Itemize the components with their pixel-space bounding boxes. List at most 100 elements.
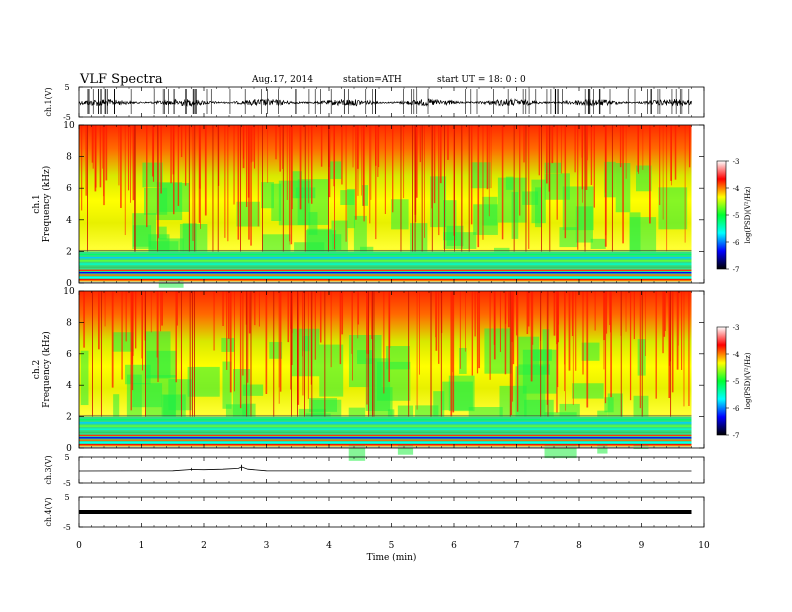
time-tick-label-8: 8 [576,541,582,551]
ch1-spec-ytick-label: 0 [66,279,72,289]
ch2-spec-emission-patch [518,364,550,375]
ch1-colorbar-tick-label: -5 [733,212,740,220]
ch3-ylabel: ch.3(V) [44,455,53,484]
ch1-spec-emission-patch [590,238,606,249]
ch1-ytick-label-top: 5 [64,83,69,92]
ch2-spec-ytick-label: 10 [63,287,75,297]
station-label: station=ATH [343,75,402,85]
ch3-waveform-panel: 5 -5 ch.3(V) [44,453,705,488]
ch1-spec-emission-patch [544,162,562,173]
ch2-spec-emission-patch [385,346,410,370]
start-time-label: start UT = 18: 0 : 0 [437,75,526,85]
ch2-spec-emission-patch [348,335,382,388]
ch2-spec-bottom-strip [79,446,692,448]
ch2-spec-emission-patch [113,394,120,429]
ch1-spec-ylabel-channel: ch.1 [32,194,42,213]
time-axis-label: Time (min) [367,552,417,563]
ch1-spec-emission-patch [347,188,356,229]
ch2-spec-ytick-label: 0 [66,444,72,454]
ch2-spec-emission-patch [242,384,264,396]
ch1-spec-emission-patch [157,226,167,240]
ch4-waveform-panel: 5 -5 ch.4(V) [44,493,705,532]
ch1-spec-emission-patch [261,182,274,209]
time-tick-label-0: 0 [76,541,82,551]
ch2-spec-emission-patch [442,381,473,411]
ch2-spec-ytick-label: 2 [66,413,72,423]
ch2-spectrogram-panel: 0 2 4 6 8 10 ch.2 Frequency (kHz) [32,287,705,461]
ch1-spec-ytick-label: 8 [66,153,72,163]
ch2-colorbar-tick-label: -3 [733,324,740,332]
ch1-spec-emission-patch [473,204,498,235]
ch2-spec-ytick-label: 4 [66,381,72,391]
time-axis: 0 1 2 3 4 5 6 7 8 9 10 Time (min) [76,541,710,563]
ch1-spec-emission-patch [658,187,688,230]
ch2-spec-emission-patch [112,332,134,352]
ch2-spec-emission-patch [459,347,467,374]
time-tick-label-7: 7 [514,541,520,551]
ch1-spec-ylabel-frequency: Frequency (kHz) [41,166,52,243]
ch1-spec-emission-patch [446,225,464,246]
ch2-colorbar: -3 -4 -5 -6 -7 log(PSD)(V²/Hz) [716,324,752,440]
ch2-spec-ytick-label: 8 [66,318,72,328]
ch4-ytick-label-top: 5 [64,493,69,502]
ch1-spec-bottom-strip [79,281,692,283]
time-tick-label-2: 2 [201,541,207,551]
ch1-spec-emission-patch [635,165,652,192]
ch2-colorbar-tick-label: -4 [733,351,740,359]
ch1-spec-emission-patch [292,171,302,199]
time-tick-label-4: 4 [326,541,332,551]
ch1-colorbar-tick-label: -3 [733,158,740,166]
ch1-colorbar-tick-label: -6 [733,239,740,247]
ch3-ytick-label-bottom: -5 [63,479,71,488]
ch2-spec-emission-patch [80,350,89,406]
ch2-colorbar-tick-label: -6 [733,405,740,413]
ch2-colorbar-bar [716,326,727,436]
ch1-colorbar-label: log(PSD)(V²/Hz) [744,186,752,243]
ch4-ylabel: ch.4(V) [44,497,53,526]
ch2-spec-emission-patch [222,361,232,409]
ch2-spec-emission-patch [518,336,540,367]
ch2-spec-emission-patch [302,335,310,352]
ch1-spec-emission-patch [559,227,578,248]
ch1-spec-ytick-label: 10 [63,121,75,131]
ch1-colorbar: -3 -4 -5 -6 -7 log(PSD)(V²/Hz) [716,158,752,274]
ch2-colorbar-tick-label: -5 [733,378,740,386]
ch3-ytick-label-top: 5 [64,453,69,462]
time-tick-label-10: 10 [698,541,710,551]
ch2-spec-emission-patch [581,342,600,361]
ch1-spec-emission-patch [361,185,368,206]
ch2-spec-ylabel-channel: ch.2 [32,360,42,379]
ch2-spec-ytick-label: 6 [66,350,72,360]
time-tick-label-1: 1 [139,541,145,551]
ch1-spec-ytick-label: 4 [66,216,72,226]
ch1-spec-ytick-label: 2 [66,247,72,257]
ch2-spec-emission-patch [221,337,235,352]
ch1-spec-emission-patch [470,162,491,189]
ch1-ytick-label-bottom: -5 [63,113,71,122]
ch1-spec-emission-patch [297,179,329,225]
ch1-ylabel: ch.1(V) [44,87,53,116]
ch1-spec-emission-patch [271,183,282,221]
ch2-colorbar-label: log(PSD)(V²/Hz) [744,352,752,409]
ch1-spectrogram-panel: 0 2 4 6 8 10 ch.1 Frequency (kHz) [32,121,705,289]
ch1-colorbar-bar [716,160,727,270]
ch1-spec-emission-patch [604,161,616,198]
date-label: Aug.17, 2014 [252,75,313,85]
ch1-spec-emission-patch [522,191,539,205]
ch1-spec-emission-patch [531,179,546,224]
ch1-colorbar-tick-label: -7 [733,266,740,274]
time-tick-label-3: 3 [264,541,270,551]
time-tick-label-9: 9 [639,541,645,551]
ch1-spec-emission-patch [329,161,342,179]
ch1-waveform-panel: 5 -5 ch.1(V) [44,83,705,122]
ch1-waveform-trace [78,98,692,108]
ch1-colorbar-tick-label: -4 [733,185,740,193]
ch2-colorbar-tick-label: -7 [733,432,740,440]
ch1-spec-ytick-label: 6 [66,184,72,194]
ch2-spec-ylabel-frequency: Frequency (kHz) [41,331,52,408]
chart-title: VLF Spectra [80,72,163,87]
time-tick-label-6: 6 [451,541,457,551]
ch2-spec-emission-patch [232,369,251,424]
ch2-spec-emission-patch [484,328,512,374]
